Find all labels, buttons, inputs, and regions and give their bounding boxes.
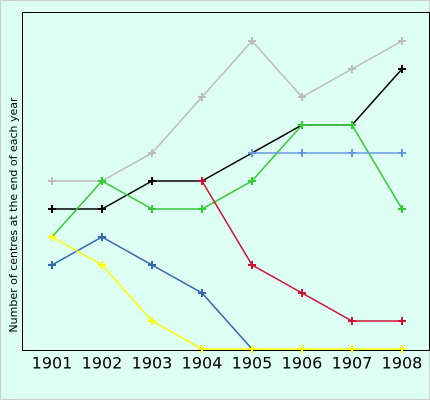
point-marker xyxy=(198,177,206,185)
x-tick-label: 1905 xyxy=(232,354,273,373)
point-marker xyxy=(98,205,106,213)
point-marker xyxy=(398,149,406,157)
series-line xyxy=(52,39,403,182)
point-marker xyxy=(348,317,356,325)
point-marker xyxy=(298,289,306,297)
point-marker xyxy=(298,149,306,157)
x-tick-label: 1906 xyxy=(282,354,323,373)
point-marker xyxy=(148,261,156,269)
point-marker xyxy=(248,149,256,157)
point-marker xyxy=(198,289,206,297)
point-marker xyxy=(248,37,256,45)
y-axis-label: Number of centres at the end of each yea… xyxy=(7,97,20,333)
point-marker xyxy=(348,149,356,157)
point-marker xyxy=(148,205,156,213)
point-marker xyxy=(398,317,406,325)
x-tick-label: 1904 xyxy=(182,354,223,373)
point-marker xyxy=(98,177,106,185)
point-marker xyxy=(148,149,156,157)
x-tick-label: 1908 xyxy=(382,354,423,373)
point-marker xyxy=(48,261,56,269)
series-line xyxy=(51,236,402,350)
point-marker xyxy=(48,233,56,241)
x-tick-label: 1903 xyxy=(132,354,173,373)
point-marker xyxy=(398,37,406,45)
point-marker xyxy=(48,205,56,213)
point-marker xyxy=(398,205,406,213)
point-marker xyxy=(248,261,256,269)
point-marker xyxy=(98,261,106,269)
point-marker xyxy=(248,345,256,353)
point-marker xyxy=(198,345,206,353)
point-marker xyxy=(298,121,306,129)
point-marker xyxy=(348,121,356,129)
x-tick-label: 1907 xyxy=(332,354,373,373)
point-marker xyxy=(348,65,356,73)
series-line xyxy=(51,124,403,238)
point-marker xyxy=(298,93,306,101)
point-marker xyxy=(198,93,206,101)
point-marker xyxy=(98,233,106,241)
point-marker xyxy=(348,345,356,353)
point-marker xyxy=(148,317,156,325)
point-marker xyxy=(198,205,206,213)
point-marker xyxy=(248,177,256,185)
x-tick-label: 1902 xyxy=(82,354,123,373)
point-marker xyxy=(148,177,156,185)
point-marker xyxy=(298,345,306,353)
point-marker xyxy=(48,177,56,185)
point-marker xyxy=(398,65,406,73)
x-tick-label: 1901 xyxy=(32,354,73,373)
point-marker xyxy=(398,345,406,353)
